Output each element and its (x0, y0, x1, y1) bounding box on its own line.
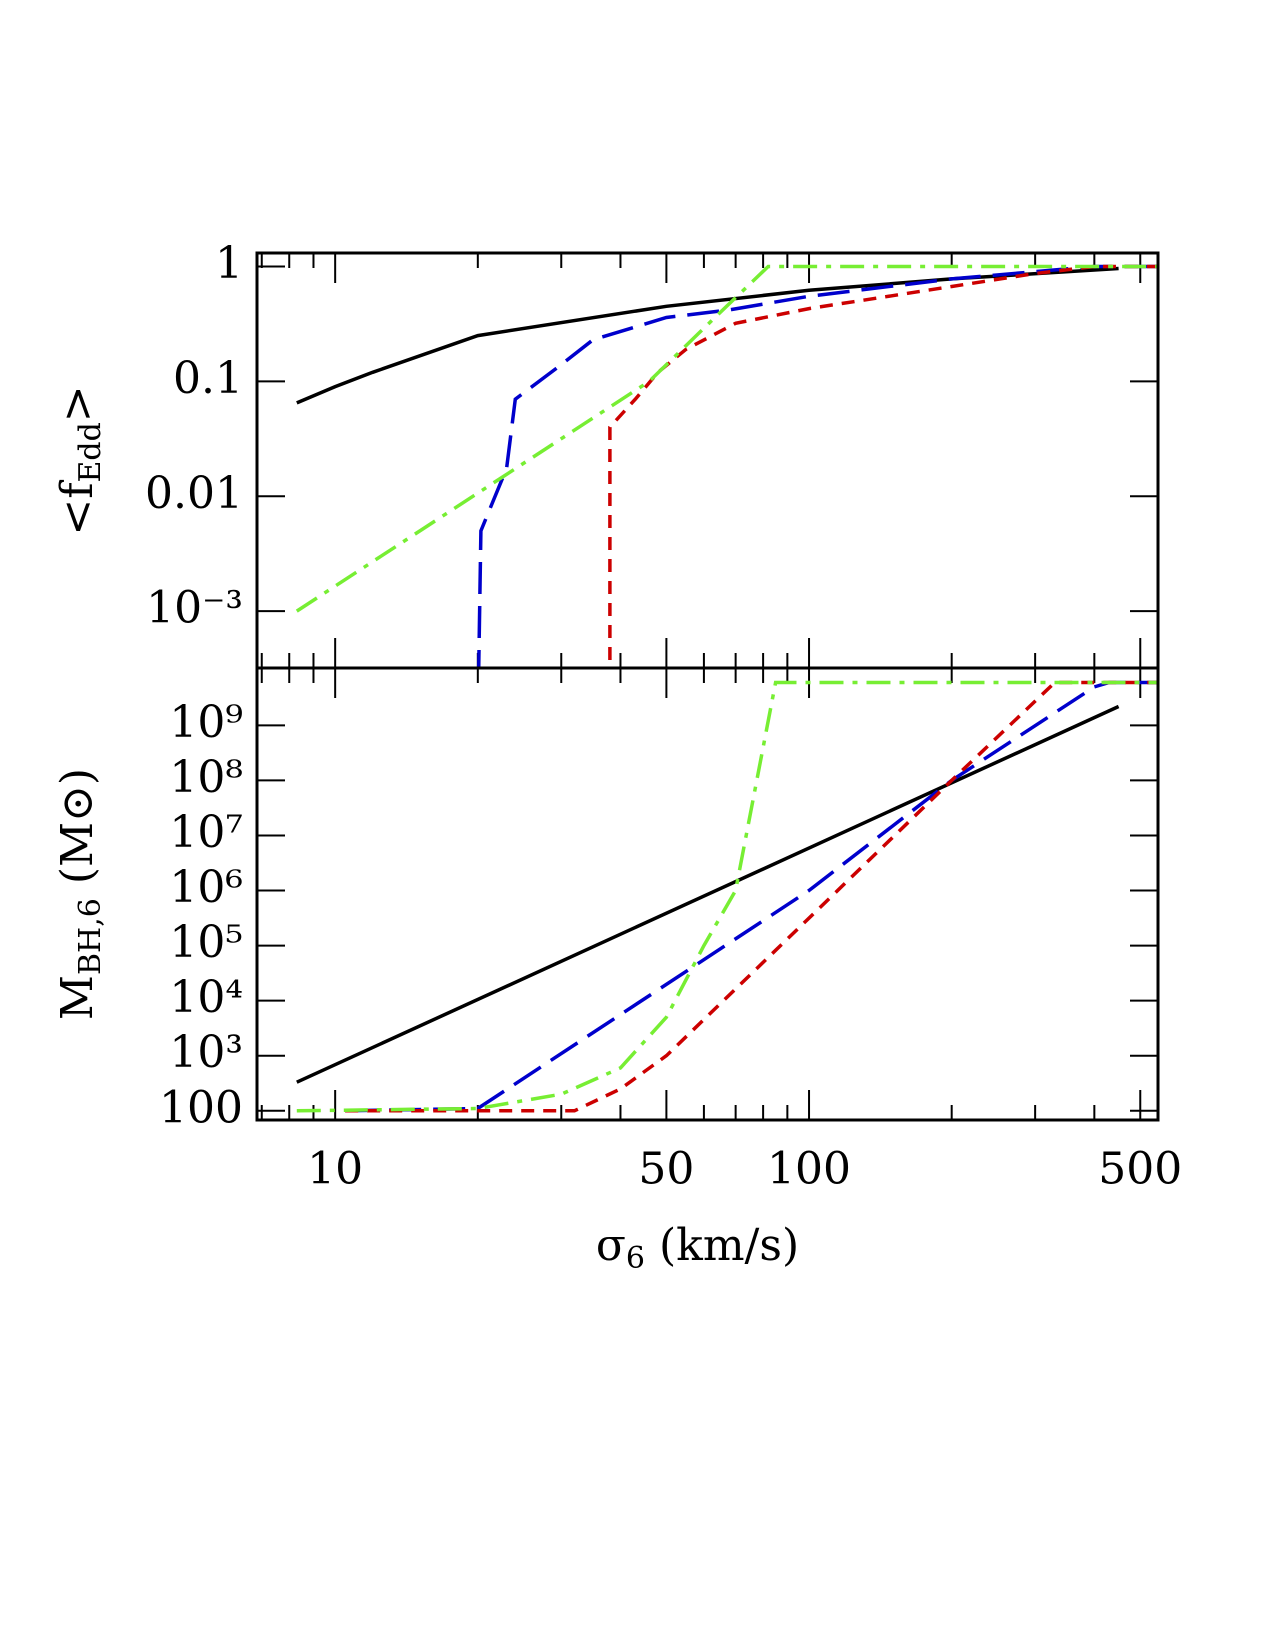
y-tick-label: 10⁵ (169, 917, 243, 968)
y-tick-label: 0.1 (173, 353, 243, 404)
y-tick-label: 10⁶ (169, 862, 243, 913)
plot-area (295, 264, 1158, 668)
line-series (296, 680, 1158, 1113)
axis-label-tail: (M⊙) (52, 768, 103, 898)
y-tick-label: 10⁷ (169, 807, 243, 858)
axis-label-main: <f (52, 480, 103, 536)
axis-label: <fEdd> (52, 385, 109, 535)
axis-label-sub: Edd (73, 422, 108, 482)
y-tick-label: 0.01 (145, 468, 243, 519)
axis-label-sub: BH,6 (73, 898, 108, 975)
line-series (476, 264, 1158, 668)
axis-label-main: σ (596, 1220, 626, 1271)
axis-label-tail: > (52, 385, 103, 422)
line-series (295, 264, 1158, 613)
panel-frame (255, 666, 1160, 1122)
axis-label-tail: (km/s) (645, 1220, 799, 1271)
axis-label: σ6 (km/s) (596, 1220, 799, 1277)
y-tick-label: 10⁸ (169, 752, 243, 803)
line-series (345, 680, 1158, 1113)
axis-label-main: M (52, 975, 103, 1020)
x-tick-label: 10 (307, 1144, 363, 1195)
x-tick-label: 50 (638, 1144, 694, 1195)
y-tick-label: 10³ (169, 1027, 243, 1078)
line-series (296, 704, 1120, 1084)
x-tick-label: 500 (1098, 1144, 1182, 1195)
y-tick-label: 10⁻³ (146, 583, 243, 634)
plot-area (296, 680, 1158, 1113)
x-tick-label: 100 (767, 1144, 851, 1195)
y-tick-label: 1 (215, 238, 243, 289)
axis-label-sub: 6 (626, 1241, 645, 1276)
line-series (296, 266, 1119, 405)
line-series (608, 264, 1158, 668)
y-tick-label: 100 (159, 1082, 243, 1133)
y-tick-label: 10⁹ (169, 697, 243, 748)
line-series (345, 680, 1158, 1113)
panel-frame (255, 251, 1160, 670)
y-tick-label: 10⁴ (169, 972, 243, 1023)
axis-label: MBH,6 (M⊙) (52, 768, 109, 1020)
